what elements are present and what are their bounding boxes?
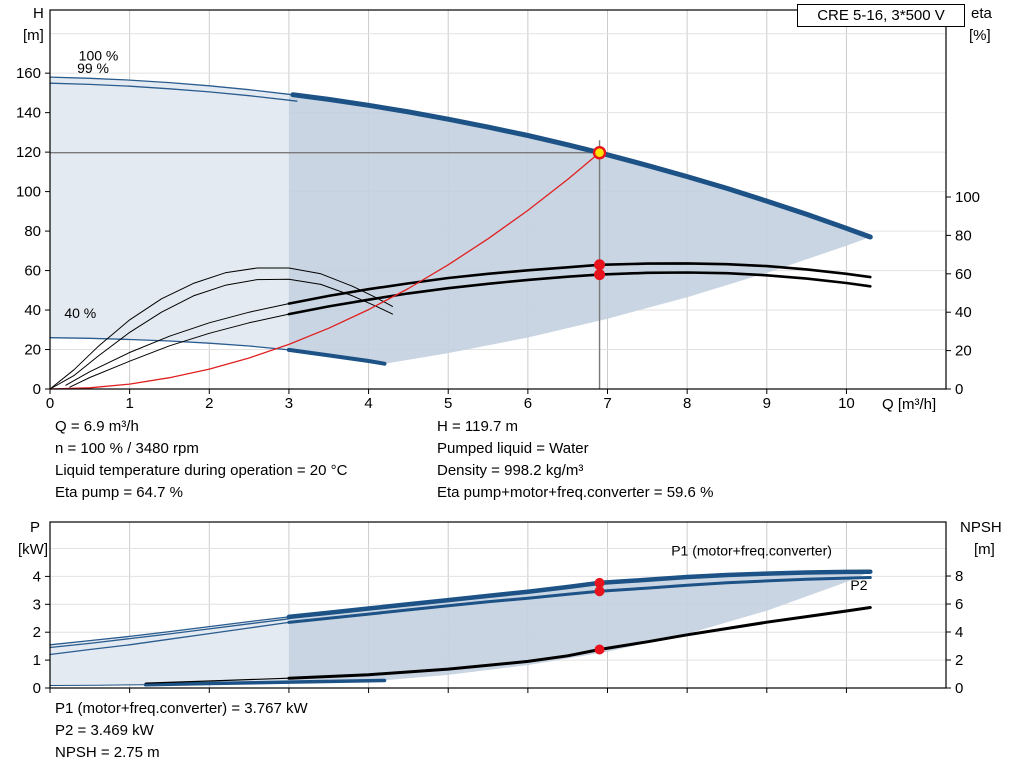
p2-value: P2 = 3.469 kW bbox=[55, 722, 154, 739]
tick-label-x: 10 bbox=[838, 395, 855, 412]
series-p2-thin bbox=[49, 621, 290, 656]
tick-label-y-right: 60 bbox=[955, 266, 972, 283]
series-system-curve bbox=[49, 152, 601, 390]
tick-label-y-left: 160 bbox=[16, 65, 41, 82]
tick-label-x: 7 bbox=[603, 395, 611, 412]
tick-label-y-left: 140 bbox=[16, 105, 41, 122]
curve-label: 100 % bbox=[79, 47, 119, 63]
tick-label-y-right: 0 bbox=[955, 381, 963, 398]
tick-label-x: 3 bbox=[285, 395, 293, 412]
series-npsh-curve bbox=[287, 606, 872, 680]
series-pump-curve-99-thin bbox=[49, 82, 298, 102]
tick-label-y-left: 20 bbox=[24, 342, 41, 359]
marker-duty-point[interactable] bbox=[592, 146, 607, 160]
area-envelope-light-left bbox=[50, 77, 289, 350]
npsh-axis-unit: [m] bbox=[974, 541, 995, 558]
curve-label: 40 % bbox=[64, 305, 96, 321]
tick-label-y-right: 20 bbox=[955, 343, 972, 360]
tick-label-y-left: 40 bbox=[24, 302, 41, 319]
duty-flow: Q = 6.9 m³/h bbox=[55, 418, 139, 435]
eta-total-value: Eta pump+motor+freq.converter = 59.6 % bbox=[437, 484, 714, 501]
series-eta-total bbox=[287, 271, 872, 316]
marker-eta-pump-point bbox=[594, 259, 606, 271]
tick-label-x: 5 bbox=[444, 395, 452, 412]
series-pump-curve-40-thin bbox=[49, 337, 290, 351]
tick-label-y-right: 40 bbox=[955, 304, 972, 321]
power-data-block: P1 (motor+freq.converter) = 3.767 kW P2 … bbox=[55, 698, 308, 764]
series-eta-reduced-speed-2 bbox=[49, 278, 393, 390]
series-eta-pump-thin bbox=[65, 303, 290, 386]
series-pump-curve-100-thin bbox=[49, 76, 298, 96]
head-capacity-chart[interactable]: H [m] eta [%] Q [m³/h] 0 1 2 3 4 5 6 7 8 9 1002040… bbox=[0, 0, 1024, 418]
series-p-40 bbox=[143, 678, 387, 687]
speed: n = 100 % / 3480 rpm bbox=[55, 440, 199, 457]
tick-label-y-right: 80 bbox=[955, 227, 972, 244]
tick-label-x: 6 bbox=[524, 395, 532, 412]
tick-label-y-left: 0 bbox=[33, 680, 41, 697]
pumped-liquid: Pumped liquid = Water bbox=[437, 440, 589, 457]
marker-eta-total-point bbox=[594, 269, 606, 281]
tick-label-y-right: 100 bbox=[955, 189, 980, 206]
plot-border bbox=[49, 9, 947, 390]
tick-label-x: 8 bbox=[683, 395, 691, 412]
tick-label-y-left: 80 bbox=[24, 223, 41, 240]
h-axis-unit: [m] bbox=[23, 27, 44, 44]
tick-label-y-right: 6 bbox=[955, 596, 963, 613]
marker-npsh-point bbox=[594, 644, 605, 655]
tick-label-y-left: 60 bbox=[24, 263, 41, 280]
liquid-temperature: Liquid temperature during operation = 20… bbox=[55, 462, 348, 479]
tick-label-y-left: 2 bbox=[33, 624, 41, 641]
tick-label-y-left: 3 bbox=[33, 596, 41, 613]
tick-label-y-left: 4 bbox=[33, 568, 41, 585]
series-p1-thin bbox=[49, 616, 290, 646]
area-power-envelope-light-left bbox=[50, 616, 289, 686]
pump-title-box: CRE 5-16, 3*500 V bbox=[797, 4, 965, 27]
power-npsh-chart[interactable]: P [kW] NPSH [m] 0 1 2 3 4 0 2 4 6 8 P1 (motor+freq… bbox=[0, 512, 1024, 702]
plot-border bbox=[49, 521, 947, 689]
tick-label-x: 2 bbox=[205, 395, 213, 412]
p-axis-unit: [kW] bbox=[18, 541, 48, 558]
density: Density = 998.2 kg/m³ bbox=[437, 462, 584, 479]
marker-p2-point bbox=[594, 586, 605, 597]
operating-data-block: Q = 6.9 m³/h H = 119.7 m n = 100 % / 348… bbox=[55, 416, 713, 504]
tick-label-y-right: 2 bbox=[955, 652, 963, 669]
tick-label-x: 9 bbox=[763, 395, 771, 412]
tick-label-y-right: 0 bbox=[955, 680, 963, 697]
npsh-value: NPSH = 2.75 m bbox=[55, 744, 160, 761]
tick-label-x: 0 bbox=[46, 395, 54, 412]
series-npsh-thin bbox=[145, 677, 290, 684]
series-eta-pump bbox=[287, 262, 872, 305]
tick-label-y-right: 4 bbox=[955, 624, 963, 641]
tick-label-y-left: 1 bbox=[33, 652, 41, 669]
tick-label-y-left: 120 bbox=[16, 144, 41, 161]
pump-title: CRE 5-16, 3*500 V bbox=[817, 7, 945, 24]
tick-label-y-left: 100 bbox=[16, 184, 41, 201]
series-eta-total-thin bbox=[69, 313, 290, 388]
duty-head: H = 119.7 m bbox=[437, 418, 519, 435]
npsh-axis-name: NPSH bbox=[960, 519, 1002, 536]
series-pump-curve-40 bbox=[286, 347, 387, 366]
series-eta-reduced-speed-1 bbox=[49, 267, 393, 390]
eta-axis-name: eta bbox=[971, 5, 993, 22]
tick-label-y-left: 0 bbox=[33, 381, 41, 398]
eta-pump-value: Eta pump = 64.7 % bbox=[55, 484, 183, 501]
h-axis-name: H bbox=[33, 5, 44, 22]
series-p-40-thin bbox=[49, 684, 147, 686]
series-p1-curve bbox=[286, 569, 873, 620]
marker-p1-point bbox=[594, 577, 605, 588]
series-p2-curve bbox=[287, 576, 872, 624]
series-p1-thin-99 bbox=[49, 618, 290, 649]
tick-label-x: 1 bbox=[125, 395, 133, 412]
curve-label: P2 bbox=[850, 577, 867, 593]
tick-label-y-right: 8 bbox=[955, 568, 963, 585]
p-axis-name: P bbox=[30, 519, 40, 536]
p1-value: P1 (motor+freq.converter) = 3.767 kW bbox=[55, 700, 308, 717]
q-axis-label: Q [m³/h] bbox=[882, 396, 936, 413]
curve-label: 99 % bbox=[77, 60, 109, 76]
curve-label: P1 (motor+freq.converter) bbox=[671, 542, 832, 558]
tick-label-x: 4 bbox=[364, 395, 372, 412]
series-pump-curve-100 bbox=[290, 92, 873, 240]
eta-axis-unit: [%] bbox=[969, 27, 991, 44]
